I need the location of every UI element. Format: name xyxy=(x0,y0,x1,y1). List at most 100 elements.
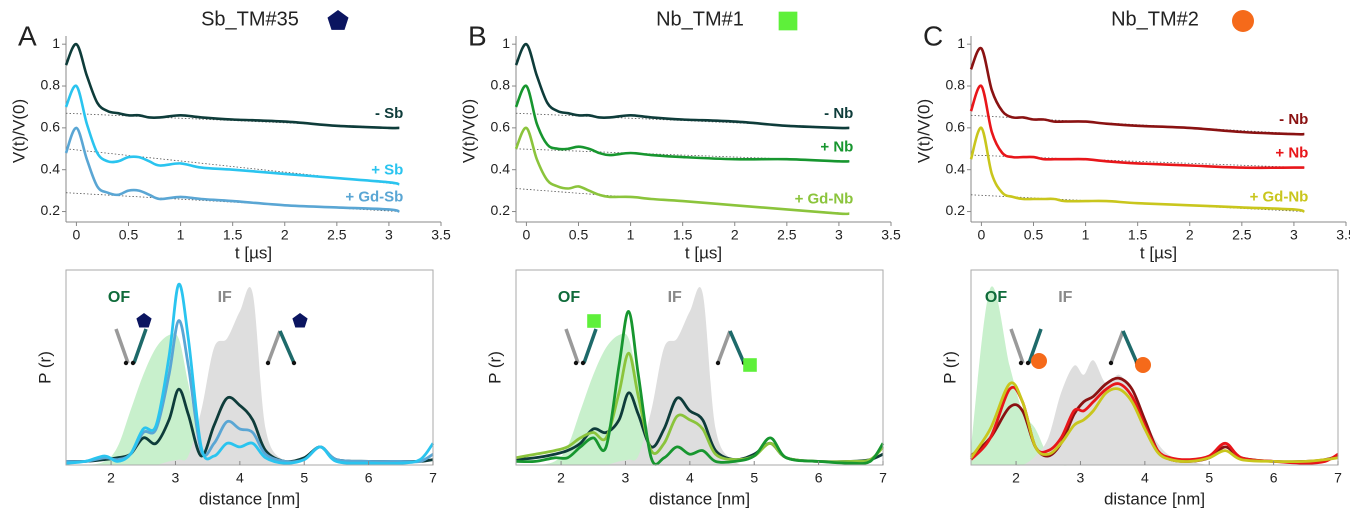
x-axis-label: t [µs] xyxy=(1140,243,1177,262)
icon-arm xyxy=(564,328,580,364)
series-label: - Sb xyxy=(375,105,403,122)
x-tick-label: 1 xyxy=(1082,227,1090,243)
x-tick-label: 2 xyxy=(1186,227,1194,243)
icon-marker xyxy=(587,314,601,328)
y-axis-label: P (r) xyxy=(940,351,959,384)
series-label: + Nb xyxy=(1275,145,1308,162)
reference-area xyxy=(66,286,433,466)
icon-dot xyxy=(715,360,721,366)
x-tick-label: 4 xyxy=(686,470,694,486)
title-marker xyxy=(1232,10,1254,32)
x-tick-label: 7 xyxy=(429,470,437,486)
x-axis-label: t [µs] xyxy=(235,243,272,262)
x-tick-label: 2 xyxy=(281,227,289,243)
x-tick-label: 1.5 xyxy=(673,227,693,243)
x-tick-label: 1 xyxy=(627,227,635,243)
area-label: OF xyxy=(108,289,130,306)
series-label: + Gd-Nb xyxy=(1250,189,1309,206)
title-marker xyxy=(778,11,798,31)
distribution-curve xyxy=(65,282,435,465)
icon-dot xyxy=(1025,360,1031,366)
y-tick-label: 0.4 xyxy=(946,160,966,176)
y-tick-label: 0.4 xyxy=(41,160,61,176)
icon-dot xyxy=(123,360,129,366)
series-label: + Gd-Nb xyxy=(795,191,854,208)
series-label: + Gd-Sb xyxy=(345,189,403,206)
icon-marker xyxy=(1135,357,1151,373)
icon-arm xyxy=(132,328,148,364)
y-axis-label: V(t)/V(0) xyxy=(914,99,933,163)
reference-area xyxy=(66,333,433,466)
y-tick-label: 0.6 xyxy=(41,119,61,135)
y-tick-label: 0.8 xyxy=(41,77,61,93)
x-tick-label: 0 xyxy=(523,227,531,243)
x-tick-label: 1 xyxy=(177,227,185,243)
icon-arm xyxy=(716,330,732,364)
icon-arm xyxy=(1121,330,1139,364)
x-tick-label: 1.5 xyxy=(1128,227,1148,243)
x-tick-label: 3 xyxy=(385,227,393,243)
icon-marker xyxy=(292,313,308,328)
y-axis-label: V(t)/V(0) xyxy=(459,99,478,163)
icon-dot xyxy=(130,360,136,366)
x-tick-label: 2.5 xyxy=(1232,227,1252,243)
x-axis-label: distance [nm] xyxy=(649,489,750,508)
panel-title: Nb_TM#1 xyxy=(656,8,744,30)
area-label: IF xyxy=(668,289,682,306)
series-label: - Nb xyxy=(1279,111,1308,128)
series-label: - Nb xyxy=(824,105,853,122)
icon-arm xyxy=(582,328,598,364)
x-tick-label: 0 xyxy=(73,227,81,243)
icon-dot xyxy=(573,360,579,366)
y-axis-label: V(t)/V(0) xyxy=(9,99,28,163)
reference-area xyxy=(971,286,1338,466)
icon-arm xyxy=(728,330,746,364)
y-tick-label: 0.4 xyxy=(491,160,511,176)
trace xyxy=(64,84,400,186)
x-tick-label: 7 xyxy=(879,470,887,486)
trace xyxy=(969,46,1305,136)
plot-frame xyxy=(65,269,434,466)
x-tick-label: 5 xyxy=(750,470,758,486)
trace xyxy=(64,42,400,130)
y-tick-label: 1 xyxy=(502,35,510,51)
y-tick-label: 0.8 xyxy=(491,77,511,93)
series-label: + Sb xyxy=(371,161,403,178)
x-tick-label: 7 xyxy=(1334,470,1342,486)
trace xyxy=(514,84,850,163)
y-tick-label: 0.2 xyxy=(491,202,511,218)
trace xyxy=(514,42,850,130)
distribution-curve xyxy=(515,310,885,466)
icon-marker xyxy=(743,358,757,372)
x-tick-label: 2 xyxy=(107,470,115,486)
icon-dot xyxy=(1108,360,1114,366)
title-marker xyxy=(327,10,349,30)
x-tick-label: 3.5 xyxy=(1336,227,1350,243)
x-tick-label: 3 xyxy=(172,470,180,486)
x-tick-label: 4 xyxy=(236,470,244,486)
baseline-fit xyxy=(970,154,1305,169)
icon-dot xyxy=(1018,360,1024,366)
panel-letter: A xyxy=(18,20,37,51)
trace xyxy=(969,84,1305,170)
plot-frame xyxy=(970,269,1339,466)
icon-arm xyxy=(114,328,130,364)
icon-dot xyxy=(580,360,586,366)
x-tick-label: 5 xyxy=(1205,470,1213,486)
y-tick-label: 0.8 xyxy=(946,77,966,93)
x-tick-label: 3 xyxy=(622,470,630,486)
icon-arm xyxy=(278,330,296,364)
trace xyxy=(514,126,850,216)
x-tick-label: 3.5 xyxy=(431,227,451,243)
x-tick-label: 2.5 xyxy=(327,227,347,243)
y-axis-label: P (r) xyxy=(485,351,504,384)
plot-frame xyxy=(515,269,884,466)
icon-arm xyxy=(266,330,282,364)
icon-arm xyxy=(1009,328,1025,364)
x-tick-label: 2 xyxy=(557,470,565,486)
distribution-curve xyxy=(969,381,1339,464)
area-label: IF xyxy=(1058,289,1072,306)
x-tick-label: 6 xyxy=(365,470,373,486)
area-label: OF xyxy=(985,289,1007,306)
y-tick-label: 0.6 xyxy=(491,119,511,135)
